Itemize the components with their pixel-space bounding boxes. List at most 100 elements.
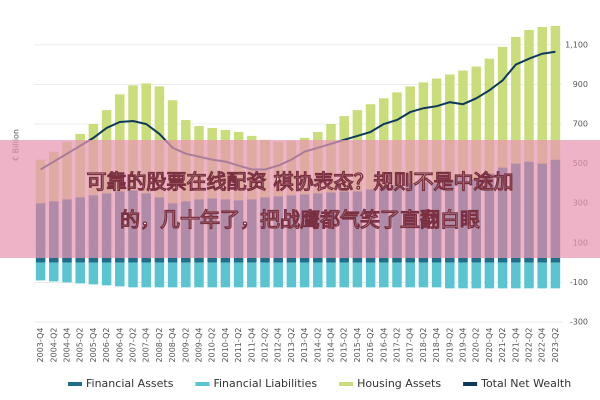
x-tick-label: 2012-Q2 <box>261 328 270 363</box>
bar <box>537 26 547 164</box>
bar <box>458 262 468 289</box>
x-tick-label: 2010-Q4 <box>221 328 230 363</box>
bar <box>471 262 481 289</box>
x-tick-label: 2013-Q4 <box>300 328 309 363</box>
bar <box>405 262 415 288</box>
y-tick-label: -300 <box>570 318 588 327</box>
x-tick-label: 2006-Q2 <box>102 328 111 363</box>
bar <box>550 262 561 289</box>
bar <box>431 78 442 184</box>
legend-label: Total Net Wealth <box>480 377 571 390</box>
bar <box>445 262 455 289</box>
bar <box>194 262 204 288</box>
bar <box>379 262 389 288</box>
x-tick-label: 2019-Q4 <box>459 328 468 363</box>
bar <box>431 262 442 288</box>
x-tick-label: 2017-Q4 <box>406 328 415 363</box>
banner-text: 的，几十年了，把战鹰都气笑了直翻白眼 <box>120 208 480 232</box>
x-tick-label: 2012-Q4 <box>274 328 283 363</box>
y-tick-label: 700 <box>573 120 588 129</box>
bar <box>101 262 112 286</box>
x-tick-label: 2014-Q2 <box>313 328 322 363</box>
bar <box>62 262 72 283</box>
x-tick-label: 2004-Q4 <box>63 328 72 363</box>
x-tick-label: 2015-Q4 <box>353 328 362 363</box>
bar <box>497 262 508 289</box>
bar <box>273 262 283 288</box>
legend-label: Financial Liabilities <box>213 377 317 390</box>
x-tick-label: 2021-Q2 <box>498 328 507 363</box>
x-tick-label: 2005-Q2 <box>76 328 85 363</box>
banner-text: 可靠的股票在线配资 棋协表态？规则不是中途加 <box>87 170 514 194</box>
x-tick-label: 2009-Q2 <box>181 328 190 363</box>
x-tick-label: 2011-Q2 <box>234 328 243 363</box>
y-tick-label: 1,100 <box>565 40 588 49</box>
x-tick-label: 2007-Q4 <box>142 328 151 363</box>
bar <box>550 25 561 160</box>
bar <box>471 66 481 180</box>
legend-label: Financial Assets <box>86 377 174 390</box>
bar <box>524 262 534 289</box>
banner-background <box>0 140 600 258</box>
x-tick-label: 2022-Q4 <box>538 328 547 363</box>
bar <box>141 83 151 194</box>
bar <box>458 70 468 178</box>
x-tick-label: 2008-Q4 <box>168 328 177 363</box>
bar <box>352 262 363 288</box>
x-tick-label: 2023-Q2 <box>551 328 560 363</box>
bar <box>405 86 415 184</box>
bar <box>339 262 349 288</box>
x-tick-label: 2017-Q2 <box>393 328 402 363</box>
bar <box>392 92 402 186</box>
bar <box>260 262 270 288</box>
bar <box>365 262 376 288</box>
bar <box>141 262 151 288</box>
bar <box>299 262 310 288</box>
x-tick-label: 2007-Q2 <box>129 328 138 363</box>
bar <box>326 262 336 288</box>
x-tick-label: 2006-Q4 <box>115 328 124 363</box>
y-tick-label: 900 <box>573 80 588 89</box>
x-tick-label: 2008-Q2 <box>155 328 164 363</box>
x-tick-label: 2005-Q4 <box>89 328 98 363</box>
x-tick-label: 2011-Q4 <box>247 328 256 363</box>
bar <box>247 262 257 288</box>
x-tick-label: 2004-Q2 <box>49 328 58 363</box>
bar <box>88 262 99 285</box>
bar <box>35 262 46 281</box>
legend-label: Housing Assets <box>357 377 441 390</box>
bar <box>286 262 297 288</box>
x-tick-label: 2016-Q2 <box>366 328 375 363</box>
bar <box>313 262 323 288</box>
bar <box>75 262 85 284</box>
x-tick-label: 2018-Q4 <box>432 328 441 363</box>
x-tick-label: 2015-Q2 <box>340 328 349 363</box>
bar <box>115 262 125 287</box>
bar <box>484 58 495 174</box>
x-tick-label: 2022-Q2 <box>525 328 534 363</box>
x-tick-label: 2010-Q2 <box>208 328 217 363</box>
bar <box>511 36 521 164</box>
x-tick-label: 2018-Q2 <box>419 328 428 363</box>
bar <box>418 262 429 288</box>
y-tick-label: -100 <box>570 278 588 287</box>
bar <box>537 262 547 289</box>
bar <box>128 262 138 288</box>
x-tick-label: 2014-Q4 <box>327 328 336 363</box>
x-tick-label: 2020-Q4 <box>485 328 494 363</box>
bar <box>220 262 231 288</box>
bar <box>154 262 165 288</box>
bar <box>511 262 521 289</box>
bar <box>128 85 138 191</box>
x-tick-label: 2020-Q2 <box>472 328 481 363</box>
bar <box>445 74 455 180</box>
x-tick-label: 2019-Q2 <box>445 328 454 363</box>
x-tick-label: 2021-Q4 <box>511 328 520 363</box>
bar <box>484 262 495 289</box>
x-tick-label: 2016-Q4 <box>379 328 388 363</box>
x-tick-label: 2013-Q2 <box>287 328 296 363</box>
bar <box>524 29 534 162</box>
x-tick-label: 2003-Q4 <box>36 328 45 363</box>
